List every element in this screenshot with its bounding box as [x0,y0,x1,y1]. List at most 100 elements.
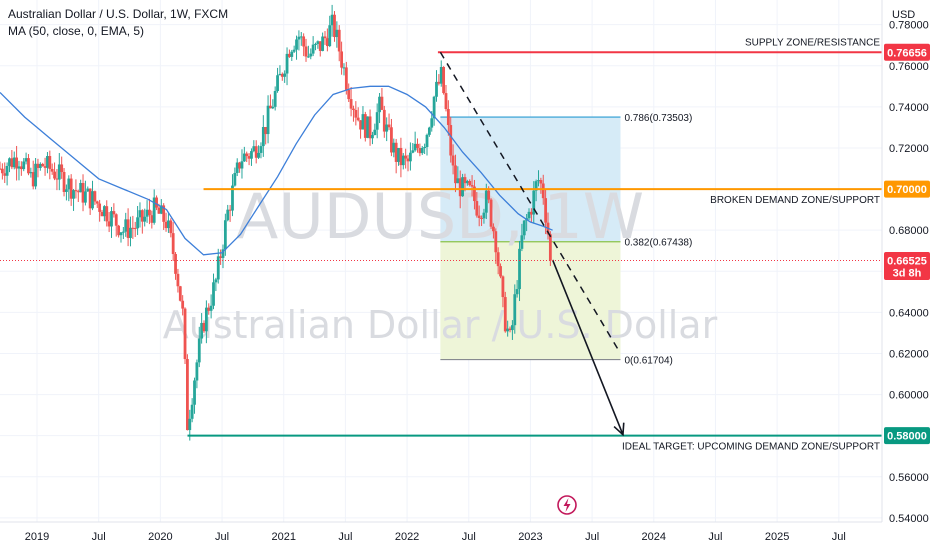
candle-body [430,118,434,128]
y-tick-label: 0.62000 [889,348,929,360]
candle-body [27,158,30,174]
lightning-icon-bolt [563,498,571,512]
candle [138,202,142,228]
candle [72,188,75,211]
current-price-badge-text: 0.66525 [887,255,927,267]
candle-body [74,190,78,192]
candle-body [311,44,315,54]
candle-body [17,166,21,169]
candle [145,200,149,223]
candle [529,208,533,223]
candle-body [10,158,14,168]
candle-body [290,51,294,57]
candle-body [456,178,460,184]
candle-body [520,235,524,249]
candle [231,174,234,217]
candle [456,166,460,184]
candle-body [269,105,272,109]
candle-body [214,279,218,283]
candle-body [231,185,234,211]
candle-body [259,146,263,153]
candle-body [363,114,367,138]
candle-body [235,162,239,173]
candle [0,161,2,171]
candle-body [302,36,306,47]
candle-body [114,214,118,226]
candle-body [112,211,116,215]
candle [413,131,417,152]
candle [242,146,246,162]
candle [193,377,196,414]
candle [65,184,68,201]
candle [518,240,521,302]
candle-body [328,25,332,47]
candle [84,180,87,206]
x-tick-label: Jul [462,531,476,543]
candle [202,320,206,333]
candle [169,218,173,238]
candle [228,205,232,222]
candle [347,83,351,103]
candle-body [193,380,196,405]
candle-body [522,220,526,236]
candle [261,115,265,157]
candle-body [399,147,403,166]
candle [368,109,372,146]
candle-body [155,197,158,208]
candle [435,70,438,102]
candle-body [285,53,289,74]
candle-body [34,163,37,187]
candle-body [356,117,360,121]
candle-body [98,203,102,212]
candle-body [22,161,26,170]
candle-body [482,212,486,219]
candle [79,179,83,193]
candle-body [276,75,279,92]
y-tick-label: 0.56000 [889,472,929,484]
candle-body [126,219,130,238]
candle [427,126,431,137]
candle [129,216,132,247]
x-tick-label: 2022 [395,531,419,543]
candle [314,42,317,51]
candle [446,100,450,136]
candle-body [325,38,329,47]
candle [176,268,180,293]
candle [311,36,315,57]
candle [544,188,548,235]
candle-body [548,234,552,261]
candle [212,273,215,310]
candle-body [527,211,531,219]
candle-body [261,127,265,147]
candle-body [387,124,391,128]
broken-demand-label: BROKEN DEMAND ZONE/SUPPORT [710,195,880,206]
candle [499,263,502,279]
candle-body [420,147,424,154]
candle-body [228,209,232,211]
y-tick-label: 0.78000 [889,20,929,32]
candle [5,162,9,186]
candle [288,49,291,58]
candle [81,174,85,212]
candle-body [352,108,355,111]
candle [352,105,355,122]
y-tick-label: 0.72000 [889,143,929,155]
candle [38,162,42,171]
candle-body [129,227,132,238]
candle [380,88,384,111]
candle [283,70,287,83]
candle [416,138,419,153]
candle-body [418,148,422,154]
candle-body [506,328,510,332]
candle [515,280,519,298]
candle [425,133,429,156]
candle-body [359,120,362,130]
candle [269,94,272,109]
candle-body [480,217,483,219]
candle [195,359,199,389]
target-badge-text: 0.58000 [887,431,927,443]
currency-label: USD [892,9,915,21]
candle [143,208,147,227]
